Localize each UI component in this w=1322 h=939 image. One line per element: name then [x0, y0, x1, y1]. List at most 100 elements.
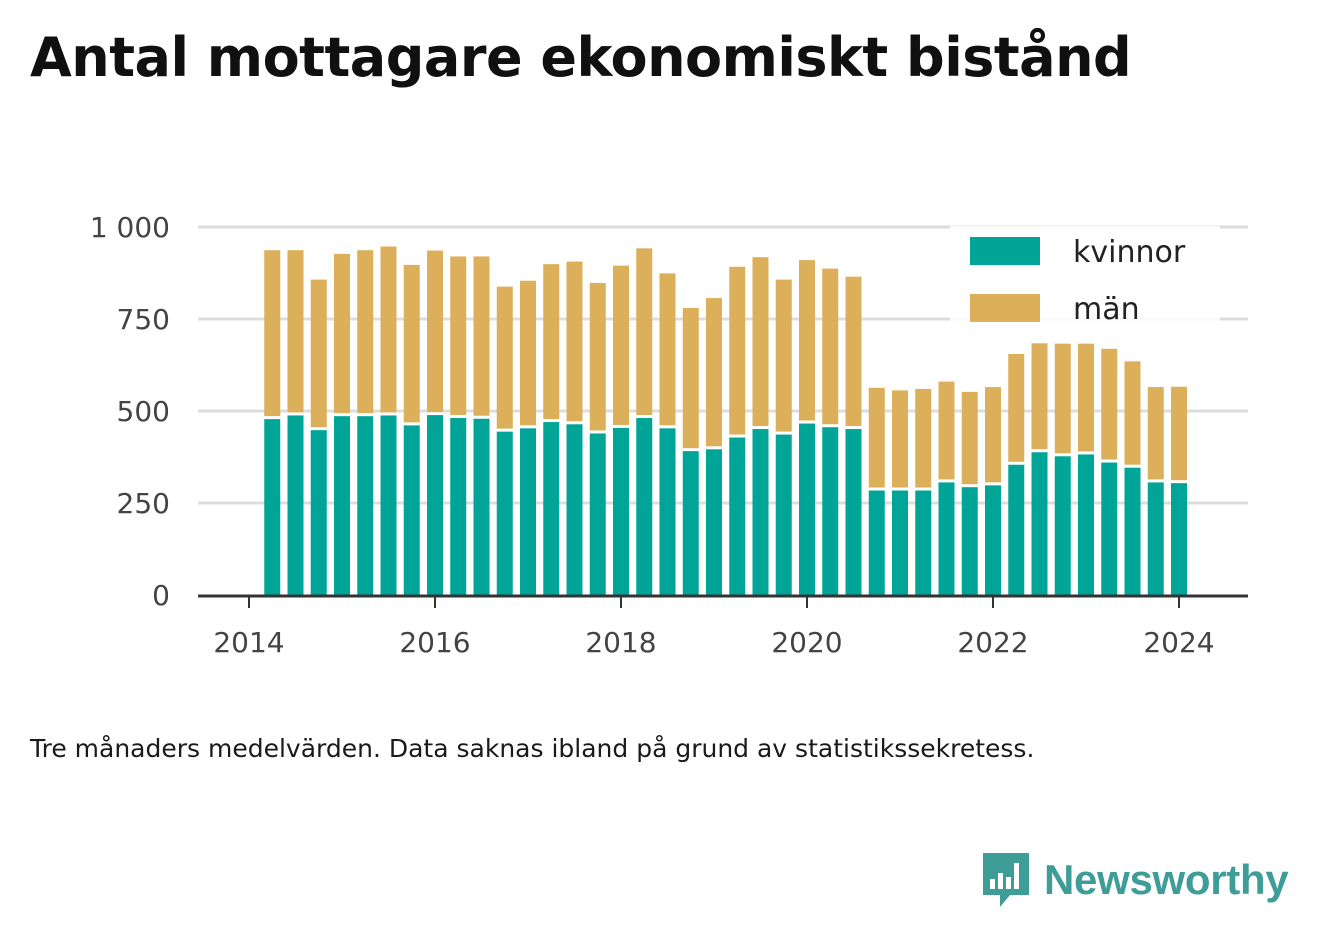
bar-man: [264, 250, 281, 417]
bar-kvinnor: [938, 482, 955, 595]
bar-kvinnor: [287, 415, 304, 595]
bar-kvinnor: [729, 437, 746, 595]
bar-kvinnor: [543, 422, 560, 595]
bar-man: [520, 280, 536, 426]
bar-kvinnor: [706, 449, 722, 595]
bar-kvinnor: [868, 490, 885, 595]
bar-man: [892, 390, 908, 488]
bar-kvinnor: [566, 424, 583, 595]
bar-man: [287, 250, 304, 413]
bar-kvinnor: [613, 427, 629, 595]
bar-man: [636, 248, 653, 416]
bar-man: [566, 261, 583, 422]
bar-man: [1124, 361, 1141, 465]
chart-note: Tre månaders medelvärden. Data saknas ib…: [30, 734, 1035, 763]
bar-man: [1147, 387, 1164, 480]
bar-kvinnor: [682, 451, 699, 595]
bar-man: [729, 266, 746, 435]
bar-kvinnor: [380, 415, 397, 595]
bar-kvinnor: [915, 490, 932, 595]
bar-kvinnor: [892, 490, 908, 595]
y-tick-label: 0: [152, 579, 170, 612]
bar-kvinnor: [450, 418, 467, 595]
bar-kvinnor: [427, 415, 443, 595]
bar-kvinnor: [1124, 467, 1141, 595]
bar-man: [938, 381, 955, 480]
bar-kvinnor: [496, 431, 513, 595]
bar-kvinnor: [822, 427, 839, 595]
bar-kvinnor: [799, 423, 815, 595]
bar-man: [961, 391, 978, 485]
bar-kvinnor: [845, 429, 862, 595]
newsworthy-logo-icon: [983, 853, 1029, 907]
bar-man: [799, 260, 815, 421]
bar-man: [543, 264, 560, 420]
chart-title: Antal mottagare ekonomiskt bistånd: [30, 26, 1132, 89]
bar-man: [613, 265, 629, 425]
bar-man: [450, 256, 467, 416]
legend-label-kvinnor: kvinnor: [1073, 235, 1186, 270]
bar-kvinnor: [1171, 483, 1187, 595]
bar-man: [1101, 348, 1118, 460]
bar-man: [1054, 343, 1071, 454]
legend: kvinnor män: [950, 226, 1220, 327]
bar-kvinnor: [985, 485, 1001, 595]
bar-man: [706, 298, 722, 447]
bar-kvinnor: [1008, 464, 1025, 595]
bar-man: [682, 307, 699, 449]
bar-man: [915, 388, 932, 488]
bar-man: [473, 256, 490, 416]
bar-kvinnor: [589, 433, 606, 595]
bar-kvinnor: [775, 434, 792, 595]
bar-man: [380, 246, 397, 413]
bar-kvinnor: [961, 487, 978, 595]
bar-kvinnor: [1078, 454, 1094, 595]
y-tick-label: 500: [117, 395, 170, 428]
bar-kvinnor: [310, 430, 327, 595]
brand-name: Newsworthy: [1044, 856, 1289, 903]
bar-kvinnor: [1031, 452, 1048, 595]
x-tick-label: 2016: [399, 626, 470, 659]
bar-kvinnor: [1101, 462, 1118, 595]
y-tick-label: 1 000: [90, 211, 170, 244]
bars: [264, 246, 1187, 595]
bar-man: [496, 286, 513, 429]
bar-man: [334, 253, 350, 414]
bar-man: [1008, 353, 1025, 462]
x-tick-label: 2022: [957, 626, 1028, 659]
x-tick-label: 2014: [213, 626, 284, 659]
bar-kvinnor: [357, 416, 374, 595]
bar-man: [752, 257, 769, 427]
bar-kvinnor: [1054, 456, 1071, 595]
bar-man: [985, 387, 1001, 483]
bar-kvinnor: [473, 418, 490, 595]
legend-label-man: män: [1073, 292, 1140, 327]
y-tick-label: 250: [117, 487, 170, 520]
x-axis-ticks: 2014 2016 2018 2020 2022 2024: [213, 596, 1215, 659]
y-axis-ticks: 0 250 500 750 1 000: [90, 211, 170, 612]
bar-man: [310, 279, 327, 428]
bar-man: [1171, 386, 1187, 481]
bar-kvinnor: [659, 428, 676, 595]
bar-man: [845, 276, 862, 427]
x-tick-label: 2020: [771, 626, 842, 659]
bar-man: [822, 268, 839, 425]
y-tick-label: 750: [117, 303, 170, 336]
brand-logo: Newsworthy: [980, 848, 1289, 912]
bar-kvinnor: [403, 425, 420, 595]
bar-man: [589, 282, 606, 431]
bar-man: [1031, 343, 1048, 450]
bar-man: [403, 264, 420, 423]
bar-kvinnor: [520, 428, 536, 595]
bar-kvinnor: [752, 429, 769, 595]
legend-swatch-kvinnor: [970, 237, 1040, 265]
bar-kvinnor: [334, 416, 350, 595]
bar-kvinnor: [264, 419, 281, 595]
x-tick-label: 2018: [585, 626, 656, 659]
bar-man: [427, 250, 443, 413]
bar-man: [357, 250, 374, 414]
bar-man: [868, 387, 885, 488]
x-tick-label: 2024: [1143, 626, 1214, 659]
legend-swatch-man: [970, 294, 1040, 322]
bar-man: [659, 273, 676, 426]
